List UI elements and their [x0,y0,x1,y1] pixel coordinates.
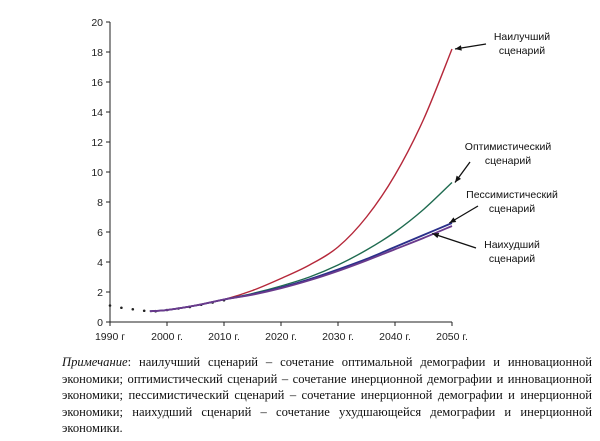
note-label: Примечание [62,355,128,369]
label-arrow [431,232,477,249]
label-arrowhead [432,232,440,239]
y-tick-label: 0 [97,317,103,329]
x-tick-label: 2020 г. [265,331,297,343]
x-tick-label: 1990 г [95,331,125,343]
series-label-line: сценарий [489,203,535,215]
series-label-line: Пессимистический [466,189,558,201]
label-arrowhead [449,217,457,223]
y-tick-label: 16 [91,77,103,89]
series-label-line: сценарий [485,155,531,167]
note-text: : наилучший сценарий – сочетание оптимал… [62,355,592,435]
axes [109,22,452,323]
series-labels: Наилучший сценарий Оптимистический сценарий… [465,31,558,265]
x-axis-ticks: 1990 г 2000 г. 2010 г. 2020 г. 2030 г. 2040 г… [95,322,468,343]
historical-point [131,307,135,311]
y-tick-label: 8 [97,197,103,209]
historical-point [142,309,146,313]
x-tick-label: 2050 г. [436,331,468,343]
x-tick-label: 2010 г. [208,331,240,343]
x-tick-label: 2040 г. [379,331,411,343]
line-chart: 1990 г 2000 г. 2010 г. 2020 г. 2030 г. 2040 г… [91,17,558,343]
historical-point [108,304,112,307]
y-axis-ticks: 0 2 4 6 8 10 12 14 16 18 20 [91,17,110,329]
series-label-line: сценарий [489,253,535,265]
series-label-line: Наихудший [484,239,540,251]
series-label-line: сценарий [499,45,545,57]
y-tick-label: 6 [97,227,103,239]
y-tick-label: 2 [97,287,103,299]
y-tick-label: 20 [91,17,103,29]
x-tick-label: 2000 г. [151,331,183,343]
series-line [149,225,453,313]
y-tick-label: 10 [91,167,103,179]
y-tick-label: 18 [91,47,103,59]
label-arrows [431,43,487,249]
series-line [149,181,453,312]
chart: 1990 г 2000 г. 2010 г. 2020 г. 2030 г. 2040 г… [91,17,558,343]
series-line [149,48,453,312]
label-arrowhead [455,175,462,183]
series-label-line: Оптимистический [465,141,552,153]
y-tick-label: 14 [91,107,103,119]
historical-point [120,306,123,310]
y-tick-label: 12 [91,137,103,149]
x-tick-label: 2030 г. [322,331,354,343]
label-arrowhead [455,45,462,51]
series-label-line: Наилучший [494,31,550,43]
series-line [149,222,453,313]
chart-note: Примечание: наилучший сценарий – сочетан… [62,354,592,437]
series-lines [149,48,453,313]
y-tick-label: 4 [97,257,103,269]
